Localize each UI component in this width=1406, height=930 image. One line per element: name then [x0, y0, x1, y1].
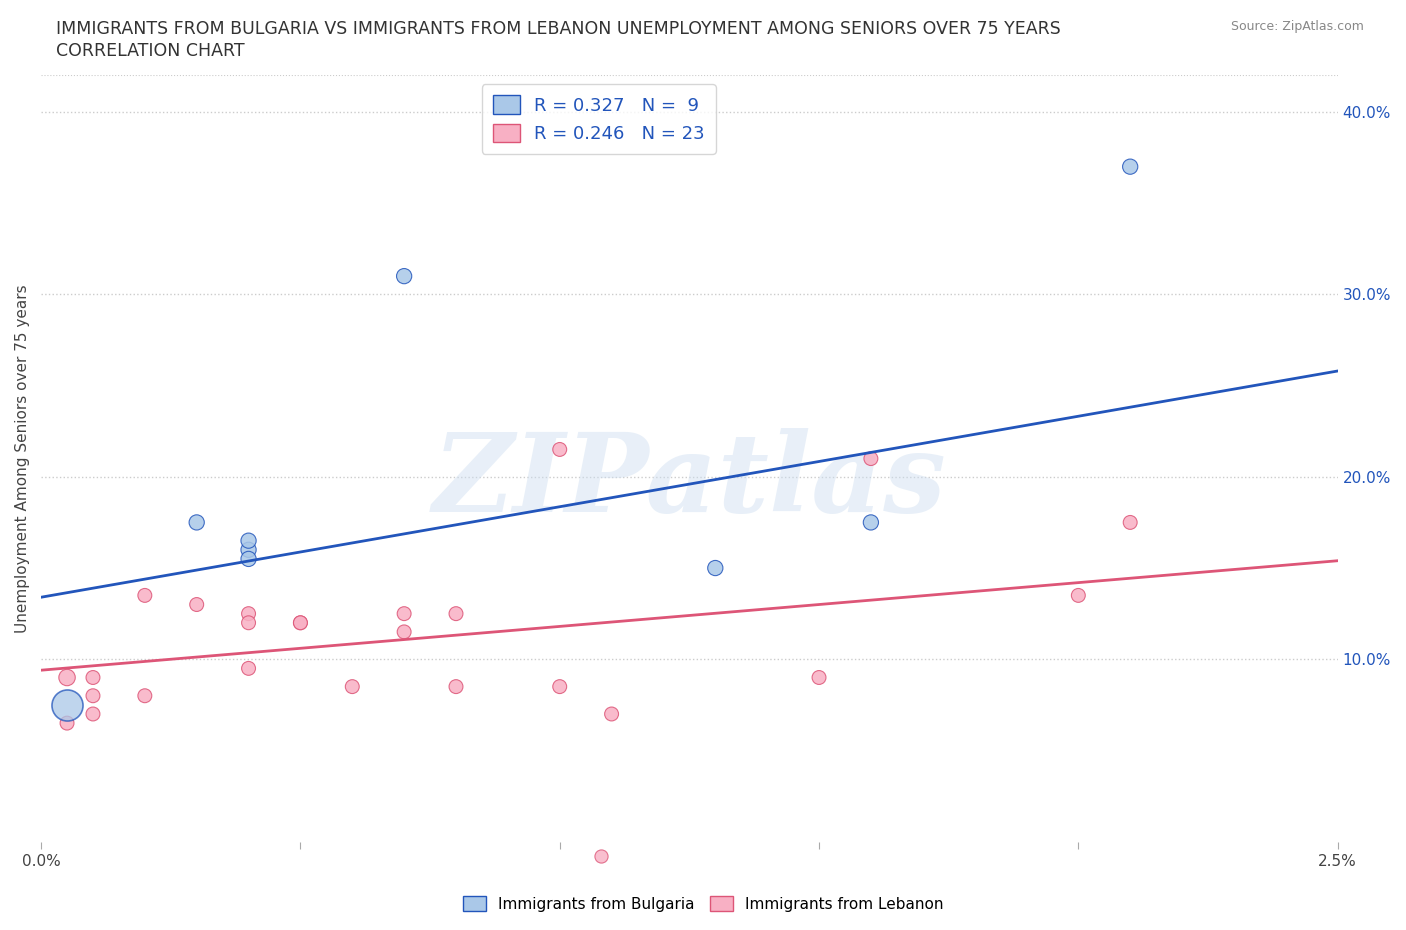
Point [548, 442, 571, 457]
Point [186, 597, 208, 612]
Text: ZIPatlas: ZIPatlas [433, 428, 946, 536]
Point [1119, 515, 1142, 530]
Point [600, 707, 623, 722]
Point [392, 269, 415, 284]
Point [1119, 159, 1142, 174]
Point [238, 533, 260, 548]
Point [56, 716, 79, 731]
Point [342, 679, 364, 694]
Point [290, 616, 312, 631]
Point [392, 624, 415, 639]
Y-axis label: Unemployment Among Seniors over 75 years: Unemployment Among Seniors over 75 years [15, 285, 30, 633]
Point [444, 606, 467, 621]
Point [808, 670, 831, 684]
Legend: R = 0.327   N =  9, R = 0.246   N = 23: R = 0.327 N = 9, R = 0.246 N = 23 [482, 85, 716, 153]
Point [56, 698, 79, 712]
Point [186, 515, 208, 530]
Point [82, 688, 104, 703]
Point [238, 542, 260, 557]
Text: CORRELATION CHART: CORRELATION CHART [56, 42, 245, 60]
Point [548, 679, 571, 694]
Point [859, 515, 882, 530]
Point [238, 551, 260, 566]
Text: IMMIGRANTS FROM BULGARIA VS IMMIGRANTS FROM LEBANON UNEMPLOYMENT AMONG SENIORS O: IMMIGRANTS FROM BULGARIA VS IMMIGRANTS F… [56, 20, 1062, 38]
Point [238, 616, 260, 631]
Point [238, 661, 260, 676]
Point [1067, 588, 1090, 603]
Legend: Immigrants from Bulgaria, Immigrants from Lebanon: Immigrants from Bulgaria, Immigrants fro… [457, 889, 949, 918]
Point [238, 606, 260, 621]
Text: Source: ZipAtlas.com: Source: ZipAtlas.com [1230, 20, 1364, 33]
Point [82, 707, 104, 722]
Point [134, 588, 156, 603]
Point [392, 606, 415, 621]
Point [134, 688, 156, 703]
Point [704, 561, 727, 576]
Point [56, 670, 79, 684]
Point [82, 670, 104, 684]
Point [290, 616, 312, 631]
Point [591, 849, 613, 864]
Point [444, 679, 467, 694]
Point [859, 451, 882, 466]
